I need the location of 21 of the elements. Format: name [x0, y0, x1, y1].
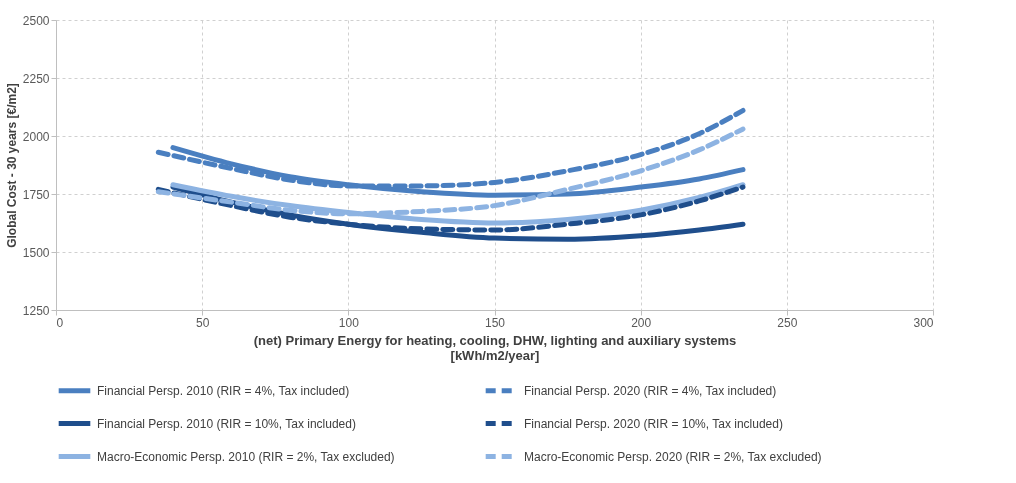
- y-tick-label: 2500: [22, 13, 50, 28]
- x-tick-label: 0: [56, 315, 64, 330]
- legend-label: Financial Persp. 2010 (RIR = 10%, Tax included): [97, 416, 356, 431]
- y-axis-title: Global Cost - 30 years [€/m2]: [4, 83, 19, 248]
- x-axis-title: (net) Primary Energy for heating, cooling, DHW, lighting and auxiliary systems [kWh/m2/year]: [253, 332, 737, 363]
- x-tick-label: 50: [195, 315, 210, 330]
- y-tick-label: 1250: [22, 303, 50, 318]
- x-tick-label: 250: [777, 315, 798, 330]
- x-tick-label: 300: [913, 315, 934, 330]
- x-tick-label: 200: [631, 315, 652, 330]
- y-tick-label: 1750: [22, 187, 50, 202]
- legend-label: Macro-Economic Persp. 2020 (RIR = 2%, Tax excluded): [524, 449, 822, 464]
- legend-label: Financial Persp. 2020 (RIR = 10%, Tax included): [524, 416, 783, 431]
- y-tick-label: 1500: [22, 245, 50, 260]
- legend-label: Financial Persp. 2020 (RIR = 4%, Tax included): [524, 383, 777, 398]
- legend-label: Macro-Economic Persp. 2010 (RIR = 2%, Tax excluded): [97, 449, 395, 464]
- x-tick-label: 100: [338, 315, 360, 330]
- x-tick-label: 150: [484, 315, 506, 330]
- legend-label: Financial Persp. 2010 (RIR = 4%, Tax included): [97, 383, 350, 398]
- y-tick-label: 2250: [22, 71, 50, 86]
- y-tick-label: 2000: [22, 129, 50, 144]
